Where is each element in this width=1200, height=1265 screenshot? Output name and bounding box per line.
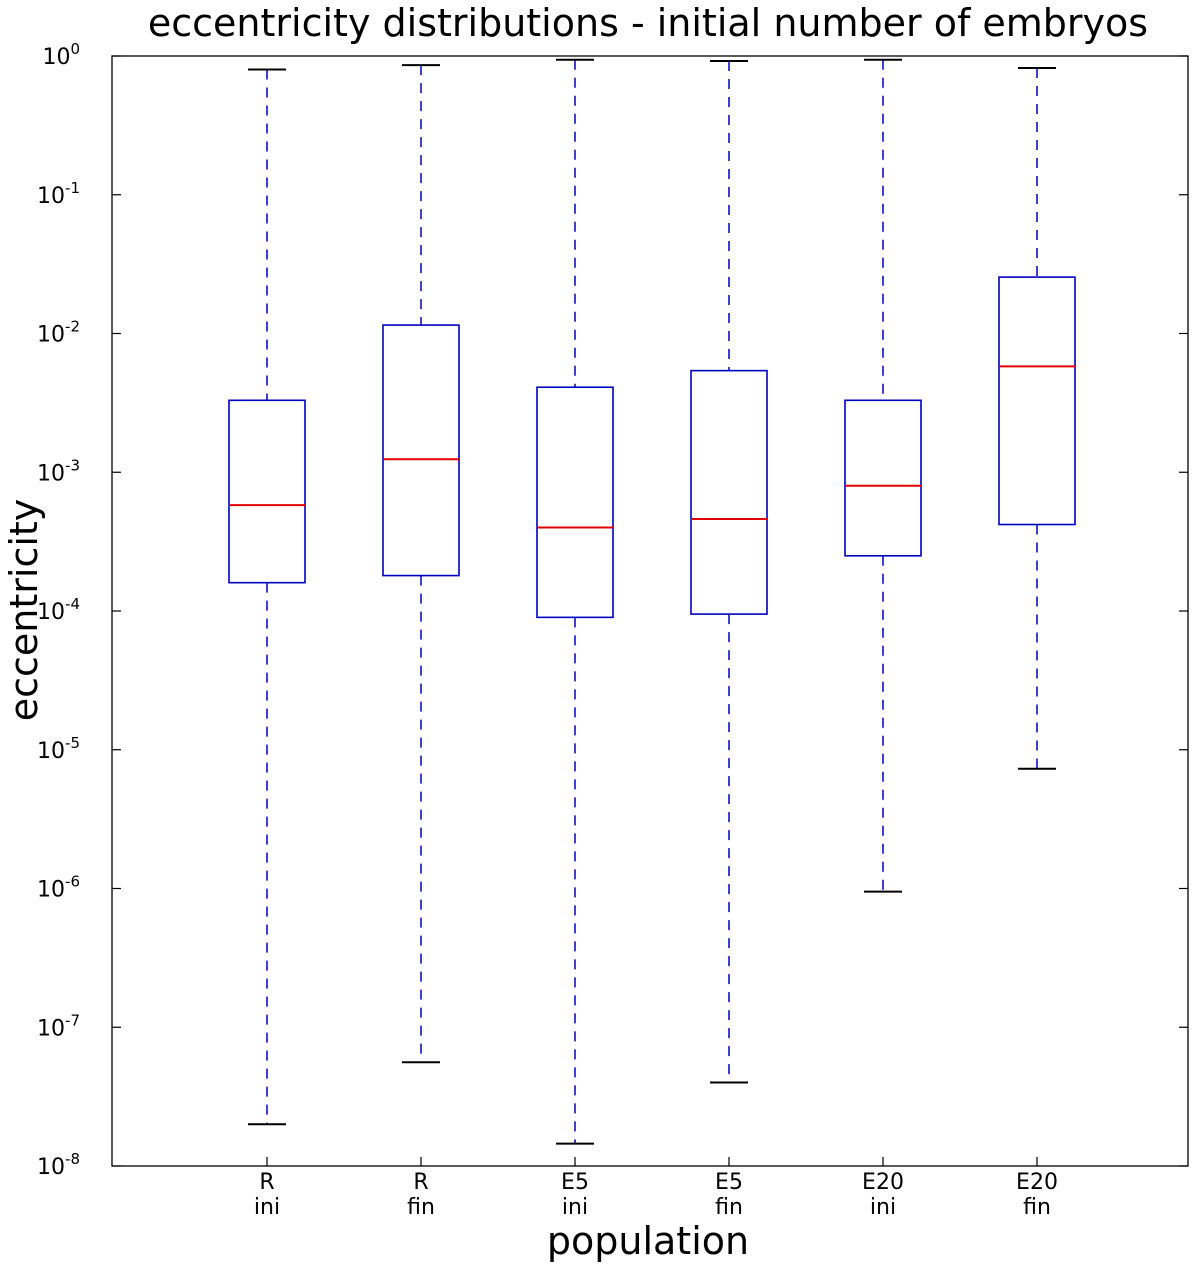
x-tick-label-line2: ini xyxy=(870,1195,896,1220)
y-tick-exponent: -6 xyxy=(65,873,80,891)
y-tick-exponent: -8 xyxy=(65,1150,80,1168)
box-iqr xyxy=(536,386,614,619)
y-tick-label: 10-6 xyxy=(37,873,80,903)
y-tick-label: 10-8 xyxy=(37,1150,80,1180)
box-iqr xyxy=(228,399,306,584)
y-tick-exponent: -1 xyxy=(65,179,80,197)
y-tick-exponent: -5 xyxy=(65,734,80,752)
x-tick-label-line1: E5 xyxy=(561,1170,589,1195)
x-tick-label-line1: E5 xyxy=(715,1170,743,1195)
x-axis-label: population xyxy=(547,1219,749,1263)
y-tick-label: 10-2 xyxy=(37,318,80,348)
y-tick-label: 10-5 xyxy=(37,734,80,764)
y-axis-label: eccentricity xyxy=(2,499,46,722)
y-tick-label: 10-7 xyxy=(37,1011,80,1041)
box-group xyxy=(382,64,460,1064)
y-tick-exponent: -2 xyxy=(65,318,80,336)
x-tick-label-line2: ini xyxy=(562,1195,588,1220)
box-group xyxy=(228,68,306,1126)
x-tick-label-line1: E20 xyxy=(1016,1170,1058,1195)
box-iqr xyxy=(844,399,922,557)
x-tick-label-line2: ini xyxy=(254,1195,280,1220)
x-tick-label-line1: R xyxy=(259,1170,274,1195)
box-group xyxy=(536,58,614,1145)
box-iqr xyxy=(382,324,460,577)
y-tick-label: 10-1 xyxy=(37,179,80,209)
box-iqr xyxy=(690,369,768,615)
box-group xyxy=(998,66,1076,770)
plot-area-frame xyxy=(111,55,1189,1167)
box-group xyxy=(844,58,922,893)
x-tick-label-line2: fin xyxy=(1023,1195,1051,1220)
y-tick-exponent: 0 xyxy=(70,40,80,58)
y-ticks: 100 10-1 10-2 10-3 10-4 10-5 10-6 10-7 10-8 xyxy=(37,40,1188,1180)
y-tick-exponent: -7 xyxy=(65,1011,80,1029)
box-group xyxy=(690,60,768,1084)
y-tick-exponent: -4 xyxy=(65,595,80,613)
x-tick-label-line2: fin xyxy=(407,1195,435,1220)
y-tick-label: 100 xyxy=(42,40,80,70)
box-iqr xyxy=(998,276,1076,526)
y-tick-label: 10-3 xyxy=(37,456,80,486)
chart-title: eccentricity distributions - initial num… xyxy=(148,1,1148,45)
y-tick-exponent: -3 xyxy=(65,456,80,474)
y-tick-label: 10-4 xyxy=(37,595,80,625)
x-tick-label-line1: R xyxy=(413,1170,428,1195)
x-tick-label-line1: E20 xyxy=(862,1170,904,1195)
x-tick-label-line2: fin xyxy=(715,1195,743,1220)
boxes xyxy=(228,58,1076,1145)
